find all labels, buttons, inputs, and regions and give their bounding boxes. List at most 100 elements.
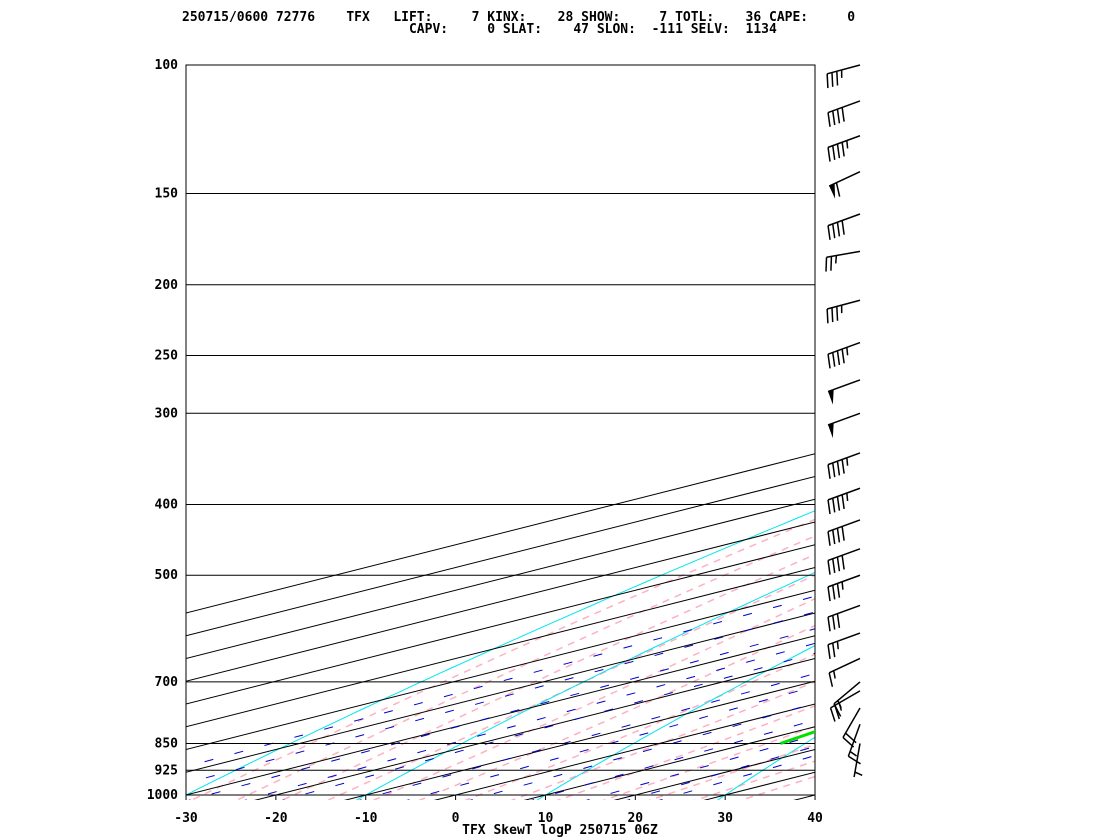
wind-barb-staff bbox=[827, 487, 861, 501]
wind-barb-flag bbox=[831, 307, 834, 323]
wind-barb bbox=[827, 379, 861, 405]
wind-barb-flag bbox=[841, 348, 845, 364]
moist-adiabat-line bbox=[648, 743, 815, 800]
wind-barb-flag bbox=[832, 352, 836, 367]
plot-frame bbox=[185, 64, 816, 800]
wind-barb-flag bbox=[836, 461, 841, 476]
isotherm-line bbox=[186, 567, 815, 728]
wind-barb-half-flag bbox=[846, 457, 849, 466]
wind-barb-staff bbox=[827, 548, 861, 562]
mixing-ratio-line bbox=[469, 702, 815, 800]
wind-barb-flag bbox=[836, 222, 841, 237]
wind-barb-flag bbox=[836, 350, 841, 366]
pressure-tick-label: 100 bbox=[155, 58, 179, 73]
wind-barb bbox=[825, 250, 861, 272]
wind-barb-pennant bbox=[828, 422, 834, 439]
wind-barb-staff bbox=[827, 604, 861, 618]
wind-barb bbox=[827, 452, 861, 479]
wind-barb bbox=[827, 632, 861, 659]
isobars bbox=[186, 64, 815, 796]
wind-barb-flag bbox=[836, 556, 841, 572]
wind-barb-flag bbox=[841, 107, 845, 122]
wind-barb-flag bbox=[826, 73, 829, 89]
moist-adiabats bbox=[190, 518, 815, 800]
pressure-tick-label: 150 bbox=[155, 187, 179, 202]
isotherm-line bbox=[433, 703, 815, 800]
isotherm-line bbox=[186, 635, 815, 796]
wind-barb-flag bbox=[841, 220, 845, 235]
wind-barb bbox=[827, 100, 861, 127]
wind-barb-flag bbox=[833, 703, 842, 717]
isotherm-line bbox=[793, 794, 815, 800]
wind-barb-flag bbox=[835, 182, 841, 197]
wind-barb-flag bbox=[827, 147, 831, 162]
temperature-tick-labels: -30 -20 -10 0 10 20 30 40 bbox=[174, 811, 823, 826]
dry-adiabat-line bbox=[885, 32, 1120, 811]
wind-barb bbox=[827, 548, 861, 575]
temperature-tick-label: -20 bbox=[264, 811, 288, 826]
wind-barb-flag bbox=[827, 464, 831, 479]
wind-barb-half-flag bbox=[846, 492, 849, 502]
wind-barb bbox=[827, 135, 861, 162]
wind-barb-flag bbox=[832, 110, 836, 126]
wind-barb-staff bbox=[828, 657, 861, 674]
pressure-tick-label: 250 bbox=[155, 348, 179, 363]
wind-barb bbox=[827, 519, 861, 546]
wind-barb-half-flag bbox=[854, 771, 863, 777]
pressure-tick-labels: 100 150 200 250 300 400 500 700 850 925 1000 bbox=[147, 58, 178, 803]
moist-adiabat-line bbox=[372, 597, 815, 800]
isotherm-line bbox=[186, 521, 815, 682]
wind-barb-flag bbox=[825, 257, 828, 272]
wind-barb-flag bbox=[830, 256, 833, 271]
wind-barb-flag bbox=[827, 499, 831, 515]
wind-barb-flag bbox=[832, 223, 836, 239]
mixing-ratio-line bbox=[186, 611, 815, 784]
wind-barb-flag bbox=[832, 615, 836, 630]
wind-barb bbox=[826, 64, 861, 89]
isotherm-line bbox=[254, 657, 815, 800]
sounding-traces bbox=[779, 730, 815, 745]
wind-barb-flag bbox=[827, 531, 831, 546]
wind-barb-flag bbox=[836, 71, 839, 86]
wind-barb-staff bbox=[826, 64, 861, 75]
wind-barb-pennant bbox=[828, 389, 834, 405]
wind-barb-half-flag bbox=[834, 255, 838, 264]
wind-barb bbox=[827, 574, 861, 602]
wind-barb-flag bbox=[842, 736, 855, 748]
mixing-ratio-line bbox=[281, 652, 815, 800]
wind-barb-flag bbox=[827, 560, 831, 575]
moist-adiabat-line bbox=[464, 653, 815, 800]
moist-adiabat-line bbox=[602, 725, 815, 800]
wind-barb-staff bbox=[827, 574, 861, 588]
isotherm-line bbox=[186, 544, 815, 705]
wind-barb-flag bbox=[826, 308, 829, 324]
wind-barb-flag bbox=[831, 72, 834, 87]
wind-barb bbox=[833, 681, 861, 717]
wind-barb-staff bbox=[827, 213, 861, 227]
wind-barb-flag bbox=[836, 528, 841, 543]
wind-barb bbox=[827, 604, 861, 632]
pressure-tick-label: 400 bbox=[155, 498, 179, 513]
moist-adiabat-line bbox=[739, 775, 815, 800]
isotherm-line bbox=[186, 589, 815, 751]
wind-barb bbox=[828, 657, 861, 687]
wind-barb-staff bbox=[827, 632, 861, 646]
isotherms bbox=[186, 453, 815, 800]
wind-barb bbox=[827, 412, 861, 439]
temperature-tick-label: 0 bbox=[452, 811, 460, 826]
wind-barb-flag bbox=[827, 225, 831, 240]
wind-barb-half-flag bbox=[846, 140, 849, 149]
wind-barb-pennant bbox=[829, 183, 836, 199]
wind-barb-staff bbox=[826, 299, 861, 310]
wind-barb-flag bbox=[836, 306, 839, 321]
wind-barb-flag bbox=[847, 755, 861, 765]
moist-adiabat-line bbox=[326, 574, 815, 800]
wind-barb-flag bbox=[832, 558, 836, 574]
dry-adiabat-line bbox=[1067, 32, 1120, 811]
station-header-line-1: 250715/0600 72776 TFX LIFT: 7 KINX: 28 S… bbox=[182, 10, 856, 25]
dry-adiabat-line bbox=[536, 645, 815, 800]
wind-barb bbox=[828, 170, 861, 199]
moist-adiabat-line bbox=[693, 760, 815, 800]
moist-adiabat-line bbox=[190, 518, 815, 800]
